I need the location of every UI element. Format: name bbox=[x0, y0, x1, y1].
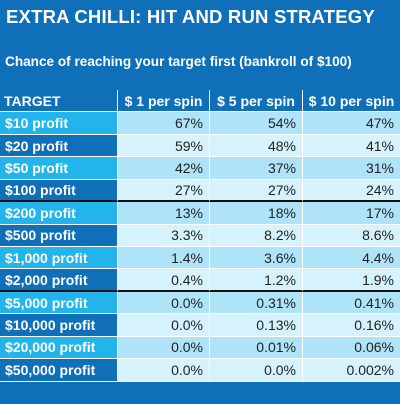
cell-5-per-spin: 37% bbox=[210, 157, 303, 180]
cell-1-per-spin: 13% bbox=[118, 202, 210, 225]
cell-1-per-spin: 27% bbox=[118, 179, 210, 203]
cell-5-per-spin: 48% bbox=[210, 134, 303, 158]
infographic-title: EXTRA CHILLI: HIT AND RUN STRATEGY bbox=[0, 0, 400, 44]
cell-5-per-spin: 54% bbox=[210, 112, 303, 135]
cell-1-per-spin: 59% bbox=[118, 134, 210, 158]
cell-10-per-spin: 0.41% bbox=[303, 291, 400, 315]
row-target-label: $500 profit bbox=[0, 224, 118, 247]
cell-5-per-spin: 3.6% bbox=[210, 247, 303, 270]
cell-10-per-spin: 0.002% bbox=[303, 359, 400, 382]
cell-10-per-spin: 4.4% bbox=[303, 247, 400, 270]
cell-10-per-spin: 1.9% bbox=[303, 269, 400, 292]
cell-5-per-spin: 8.2% bbox=[210, 224, 303, 247]
cell-10-per-spin: 0.06% bbox=[303, 336, 400, 360]
header-1-per-spin: $ 1 per spin bbox=[118, 90, 210, 113]
infographic-subtitle: Chance of reaching your target first (ba… bbox=[0, 44, 400, 88]
row-target-label: $1,000 profit bbox=[0, 247, 118, 270]
row-target-label: $50,000 profit bbox=[0, 359, 118, 382]
cell-5-per-spin: 0.0% bbox=[210, 359, 303, 382]
cell-1-per-spin: 42% bbox=[118, 157, 210, 180]
cell-10-per-spin: 8.6% bbox=[303, 224, 400, 247]
header-5-per-spin: $ 5 per spin bbox=[210, 90, 303, 113]
row-target-label: $5,000 profit bbox=[0, 291, 118, 315]
row-target-label: $50 profit bbox=[0, 157, 118, 180]
row-target-label: $10 profit bbox=[0, 112, 118, 135]
cell-5-per-spin: 0.13% bbox=[210, 314, 303, 337]
cell-1-per-spin: 3.3% bbox=[118, 224, 210, 247]
cell-10-per-spin: 24% bbox=[303, 179, 400, 203]
cell-1-per-spin: 0.0% bbox=[118, 291, 210, 315]
row-target-label: $10,000 profit bbox=[0, 314, 118, 337]
cell-10-per-spin: 31% bbox=[303, 157, 400, 180]
cell-10-per-spin: 41% bbox=[303, 134, 400, 158]
cell-5-per-spin: 1.2% bbox=[210, 269, 303, 292]
cell-1-per-spin: 0.0% bbox=[118, 336, 210, 360]
cell-10-per-spin: 17% bbox=[303, 202, 400, 225]
header-target: TARGET bbox=[0, 90, 118, 113]
cell-10-per-spin: 47% bbox=[303, 112, 400, 135]
cell-1-per-spin: 0.0% bbox=[118, 359, 210, 382]
row-target-label: $100 profit bbox=[0, 179, 118, 203]
cell-1-per-spin: 0.4% bbox=[118, 269, 210, 292]
cell-5-per-spin: 18% bbox=[210, 202, 303, 225]
row-target-label: $200 profit bbox=[0, 202, 118, 225]
cell-1-per-spin: 1.4% bbox=[118, 247, 210, 270]
row-target-label: $20 profit bbox=[0, 134, 118, 158]
cell-1-per-spin: 67% bbox=[118, 112, 210, 135]
cell-5-per-spin: 0.01% bbox=[210, 336, 303, 360]
cell-5-per-spin: 27% bbox=[210, 179, 303, 203]
cell-10-per-spin: 0.16% bbox=[303, 314, 400, 337]
row-target-label: $2,000 profit bbox=[0, 269, 118, 292]
cell-1-per-spin: 0.0% bbox=[118, 314, 210, 337]
cell-5-per-spin: 0.31% bbox=[210, 291, 303, 315]
header-10-per-spin: $ 10 per spin bbox=[303, 90, 400, 113]
row-target-label: $20,000 profit bbox=[0, 336, 118, 360]
probability-table: TARGET $ 1 per spin $ 5 per spin $ 10 pe… bbox=[0, 90, 400, 404]
